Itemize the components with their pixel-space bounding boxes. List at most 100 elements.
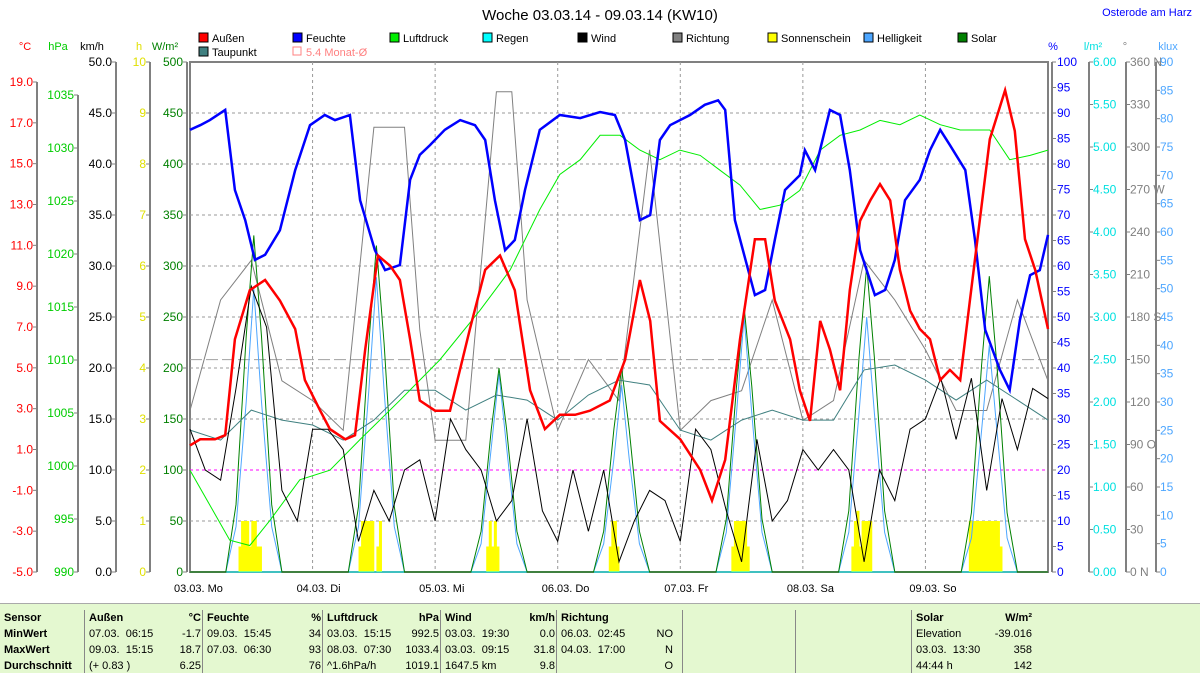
axis-unit-h: h xyxy=(136,41,142,53)
legend-swatch-4 xyxy=(577,32,588,43)
axis-tick-label: 0 xyxy=(139,565,146,579)
day-label: 06.03. Do xyxy=(542,583,590,595)
cell-value: 18.7 xyxy=(179,644,201,656)
axis-tick-label: 995 xyxy=(54,512,74,526)
column-header-label: Feuchte xyxy=(207,612,250,624)
axis-tick-label: 990 xyxy=(54,565,74,579)
table-column-6: Solar W/m² Elevation -39.016 03.03. 13:30 358… xyxy=(911,610,1036,673)
sunshine-bar xyxy=(248,546,252,572)
axis-tick-label: 60 xyxy=(1130,480,1144,494)
cell-value: 76 xyxy=(308,660,321,672)
sunshine-bar xyxy=(371,521,375,572)
sunshine-bar xyxy=(246,521,250,572)
cell-label: 44:44 h xyxy=(916,660,953,672)
legend-swatch-5 xyxy=(672,32,683,43)
sunshine-bar xyxy=(488,521,492,572)
axis-tick-label: 3.00 xyxy=(1093,310,1117,324)
axis-tick-label: 1005 xyxy=(47,406,74,420)
column-header-label: Sensor xyxy=(4,612,42,624)
column-unit: % xyxy=(311,612,321,624)
axis-tick-label: 6 xyxy=(139,259,146,273)
chart-title: Woche 03.03.14 - 09.03.14 (KW10) xyxy=(482,7,718,24)
axis-tick-label: 10 xyxy=(133,55,147,69)
legend-swatch-2 xyxy=(389,32,400,43)
sunshine-bar xyxy=(358,546,362,572)
axis-tick-label: 7.0 xyxy=(16,320,33,334)
legend-swatch-monthly-avg xyxy=(292,46,302,56)
axis-tick-label: 1 xyxy=(139,514,146,528)
axis-tick-label: 80 xyxy=(1057,157,1071,171)
axis-tick-label: 45.0 xyxy=(89,106,113,120)
legend-label: Sonnenschein xyxy=(781,33,851,45)
axis-tick-label: 1025 xyxy=(47,194,74,208)
legend-label: Außen xyxy=(212,33,244,45)
axis-tick-label: 100 xyxy=(163,463,183,477)
cell-label: (+ 0.83 ) xyxy=(89,660,131,672)
axis-tick-label: 9 xyxy=(139,106,146,120)
column-header: Sensor xyxy=(4,610,84,626)
sunshine-bar xyxy=(611,521,615,572)
axis-tick-label: 25.0 xyxy=(89,310,113,324)
axis-tick-label: 40 xyxy=(1057,361,1071,375)
axis-tick-label: 4.50 xyxy=(1093,183,1117,197)
axis-tick-label: 0 N xyxy=(1130,565,1149,579)
cell-value: 0.0 xyxy=(539,628,555,640)
axis-tick-label: 45 xyxy=(1160,310,1174,324)
axis-unit-temp: °C xyxy=(19,41,31,53)
axis-tick-label: 180 S xyxy=(1130,310,1161,324)
axis-tick-label: 90 xyxy=(1057,106,1071,120)
legend-swatch-0 xyxy=(198,32,209,43)
series-taupunkt xyxy=(189,364,1049,441)
sunshine-bar xyxy=(999,546,1003,572)
axis-tick-label: 0.00 xyxy=(1093,565,1117,579)
axis-tick-label: 90 O xyxy=(1130,438,1156,452)
axis-tick-label: 4.00 xyxy=(1093,225,1117,239)
axis-tick-label: 0 xyxy=(1160,565,1167,579)
column-unit: W/m² xyxy=(1005,612,1032,624)
day-label: 09.03. So xyxy=(909,583,956,595)
table-row: Elevation -39.016 xyxy=(916,626,1036,642)
axis-tick-label: 2.50 xyxy=(1093,353,1117,367)
table-row: 76 xyxy=(207,658,325,673)
axis-tick-label: 25 xyxy=(1057,438,1071,452)
axis-tick-label: 80 xyxy=(1160,112,1174,126)
axis-unit-deg: ° xyxy=(1123,41,1127,53)
sunshine-bar xyxy=(971,521,975,572)
legend-label: Wind xyxy=(591,33,616,45)
axis-tick-label: 5.0 xyxy=(16,361,33,375)
column-header-label: Außen xyxy=(89,612,124,624)
axis-tick-label: 20.0 xyxy=(89,361,113,375)
series-helligkeit xyxy=(190,277,1048,573)
axis-tick-label: 7 xyxy=(139,208,146,222)
sunshine-bar xyxy=(238,546,242,572)
axis-tick-label: 1015 xyxy=(47,300,74,314)
table-row: 03.03. 19:30 0.0 xyxy=(445,626,559,642)
column-header: Solar W/m² xyxy=(916,610,1036,626)
axis-tick-label: 60 xyxy=(1160,225,1174,239)
axis-tick-label: 4 xyxy=(139,361,146,375)
column-header-label: Wind xyxy=(445,612,472,624)
table-column-1: Außen °C 07.03. 06:15 -1.7 09.03. 15:15 18.7 (… xyxy=(84,610,205,673)
axis-tick-label: 85 xyxy=(1160,83,1174,97)
axis-tick-label: 250 xyxy=(163,310,183,324)
axis-tick-label: 2.00 xyxy=(1093,395,1117,409)
axis-tick-label: 45 xyxy=(1057,336,1071,350)
sunshine-bar xyxy=(366,521,370,572)
axis-tick-label: -3.0 xyxy=(12,524,33,538)
cell-value: 93 xyxy=(308,644,321,656)
sunshine-bar xyxy=(368,521,372,572)
axis-tick-label: 1.50 xyxy=(1093,438,1117,452)
axis-tick-label: 50 xyxy=(1160,282,1174,296)
axis-tick-label: 20 xyxy=(1160,452,1174,466)
sunshine-bar xyxy=(256,546,260,572)
column-header: Richtung xyxy=(561,610,677,626)
cell-value: 358 xyxy=(1013,644,1032,656)
sunshine-bar xyxy=(994,521,998,572)
legend-label: 5.4 Monat-Ø xyxy=(306,47,368,59)
cell-value: O xyxy=(664,660,673,672)
table-row: 08.03. 07:30 1033.4 xyxy=(327,642,443,658)
column-unit: km/h xyxy=(529,612,555,624)
series-richtung xyxy=(189,91,1049,441)
column-header-label: Luftdruck xyxy=(327,612,378,624)
sunshine-bar xyxy=(493,521,497,572)
